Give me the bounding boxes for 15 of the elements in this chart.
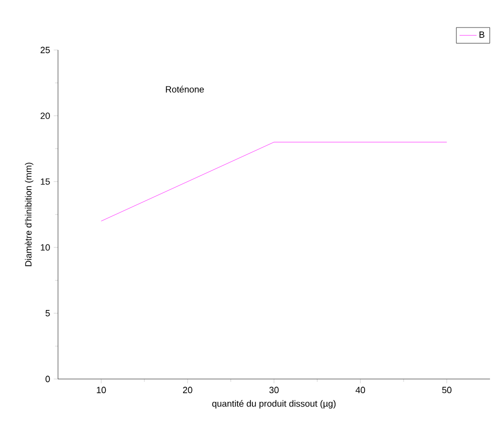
x-tick-label: 40 xyxy=(356,386,366,394)
y-tick-label: 5 xyxy=(46,310,50,316)
y-tick-label: 10 xyxy=(40,244,50,251)
x-tick-label: 50 xyxy=(442,386,452,394)
y-tick-label: 15 xyxy=(40,178,50,185)
y-tick-label: 20 xyxy=(40,112,50,119)
x-tick-label: 30 xyxy=(269,386,279,394)
y-tick-label: 0 xyxy=(46,376,50,382)
y-tick-label: 25 xyxy=(40,46,50,54)
legend-label: B xyxy=(480,32,484,38)
x-tick-label: 20 xyxy=(183,386,192,394)
annotation: Roténone xyxy=(166,86,204,93)
y-axis-title: Diamètre d'hinibition (mm) xyxy=(24,162,34,266)
x-tick-label: 10 xyxy=(96,386,106,394)
x-axis-title: quantité du produit dissout (µg) xyxy=(212,400,336,409)
